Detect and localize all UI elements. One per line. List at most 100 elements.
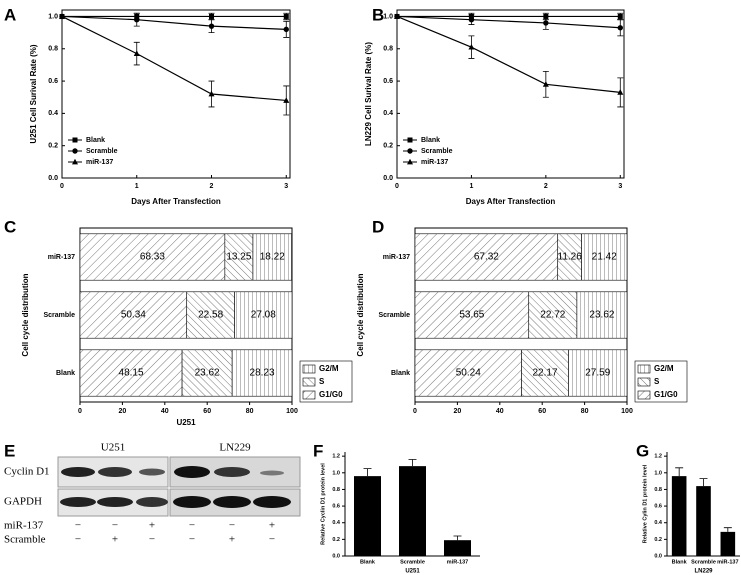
value-label: 53.65 xyxy=(459,310,484,321)
treatment-sign: − xyxy=(269,534,275,546)
y-tick-label: Blank xyxy=(56,370,75,377)
marker xyxy=(394,13,400,19)
x-tick-label: miR-137 xyxy=(717,559,738,565)
y-axis-label: LN229 Cell Surival Rate (%) xyxy=(364,42,373,146)
legend-label: Scramble xyxy=(421,148,453,155)
x-tick-label: 20 xyxy=(119,408,127,415)
legend-swatch xyxy=(637,377,651,387)
bar-segment xyxy=(414,291,530,339)
x-axis-label: U251 xyxy=(405,569,420,575)
marker xyxy=(208,23,215,29)
legend-label: miR-137 xyxy=(86,159,113,166)
x-tick-label: 80 xyxy=(246,408,254,415)
value-label: 21.42 xyxy=(592,252,617,263)
panel-label: E xyxy=(4,441,15,460)
marker xyxy=(617,89,624,95)
series-line xyxy=(61,15,287,102)
x-tick-label: miR-137 xyxy=(447,559,468,565)
marker xyxy=(72,148,78,154)
treatment-sign: + xyxy=(149,520,155,532)
error-bar xyxy=(453,535,462,541)
value-label: 50.34 xyxy=(121,310,146,321)
marker xyxy=(208,90,215,97)
value-label: 27.08 xyxy=(251,310,276,321)
marker xyxy=(407,148,413,154)
marker xyxy=(617,25,623,31)
plot-frame xyxy=(396,9,625,179)
value-label: 68.33 xyxy=(140,252,165,263)
y-tick-label: 1.0 xyxy=(48,13,58,20)
y-tick-label: 0.6 xyxy=(383,78,393,85)
x-axis-label: LN229 xyxy=(694,569,713,575)
y-tick-label: 0.2 xyxy=(654,537,662,543)
x-axis-label: U251 xyxy=(176,418,196,427)
x-tick-label: 0 xyxy=(395,183,399,190)
series-line xyxy=(61,15,287,30)
bar-segment xyxy=(181,349,233,397)
y-tick-label: miR-137 xyxy=(383,254,410,261)
x-tick-label: 0 xyxy=(60,183,64,190)
bar-segment xyxy=(576,291,628,339)
treatment-sign: − xyxy=(149,534,155,546)
y-tick-label: 1.0 xyxy=(332,470,340,476)
bar-segment xyxy=(581,233,628,281)
bar-segment xyxy=(231,349,293,397)
treatment-sign: + xyxy=(269,520,275,532)
treatment-sign: − xyxy=(112,520,118,532)
value-label: 23.62 xyxy=(195,368,220,379)
legend-swatch xyxy=(302,390,316,400)
bar-segment xyxy=(234,291,293,339)
marker xyxy=(133,50,140,57)
marker xyxy=(617,13,623,19)
x-tick-label: 2 xyxy=(210,183,214,190)
x-tick-label: 80 xyxy=(581,408,589,415)
legend-label: Blank xyxy=(86,137,105,144)
x-tick-label: 40 xyxy=(496,408,504,415)
y-tick-label: Scramble xyxy=(43,312,75,319)
x-tick-label: 2 xyxy=(544,183,548,190)
marker xyxy=(72,137,78,143)
x-tick-label: Blank xyxy=(360,559,376,565)
y-axis-label: Relative Cylin D1 protein level xyxy=(642,464,648,543)
legend-label: G1/G0 xyxy=(319,390,343,399)
bar-segment xyxy=(224,233,254,281)
bar xyxy=(720,531,736,556)
blot-band xyxy=(139,468,165,476)
y-tick-label: 0.2 xyxy=(383,143,393,150)
protein-label: Cyclin D1 xyxy=(4,466,50,478)
marker xyxy=(543,20,549,26)
bar xyxy=(354,476,381,556)
error-bar xyxy=(699,478,708,487)
y-tick-label: 1.0 xyxy=(654,470,662,476)
blot-band xyxy=(260,470,284,476)
bar xyxy=(671,476,687,556)
x-tick-label: 3 xyxy=(618,183,622,190)
marker xyxy=(468,16,475,23)
panel-label: F xyxy=(313,441,323,460)
y-tick-label: 0.2 xyxy=(48,143,58,150)
blot-band xyxy=(253,496,291,508)
marker xyxy=(407,137,413,143)
y-tick-label: 1.2 xyxy=(654,454,662,460)
cell-line-label: U251 xyxy=(101,442,125,454)
legend-label: G1/G0 xyxy=(654,390,678,399)
treatment-sign: + xyxy=(229,534,235,546)
marker xyxy=(59,13,65,19)
treatment-sign: − xyxy=(189,534,195,546)
y-tick-label: 0.6 xyxy=(332,504,340,510)
value-label: 67.32 xyxy=(474,252,499,263)
legend-swatch xyxy=(637,364,651,374)
y-tick-label: miR-137 xyxy=(48,254,75,261)
legend-label: S xyxy=(654,377,660,386)
bar-segment xyxy=(79,349,183,397)
y-tick-label: 0.4 xyxy=(654,520,663,526)
value-label: 50.24 xyxy=(456,368,481,379)
legend-label: Blank xyxy=(421,137,440,144)
y-tick-label: 0.0 xyxy=(332,553,340,559)
y-axis-label: U251 Cell Surival Rate (%) xyxy=(29,44,38,143)
cell-line-label: LN229 xyxy=(219,442,251,454)
value-label: 27.59 xyxy=(585,368,610,379)
value-label: 48.15 xyxy=(119,368,144,379)
treatment-sign: + xyxy=(112,534,118,546)
treatment-sign: − xyxy=(189,520,195,532)
